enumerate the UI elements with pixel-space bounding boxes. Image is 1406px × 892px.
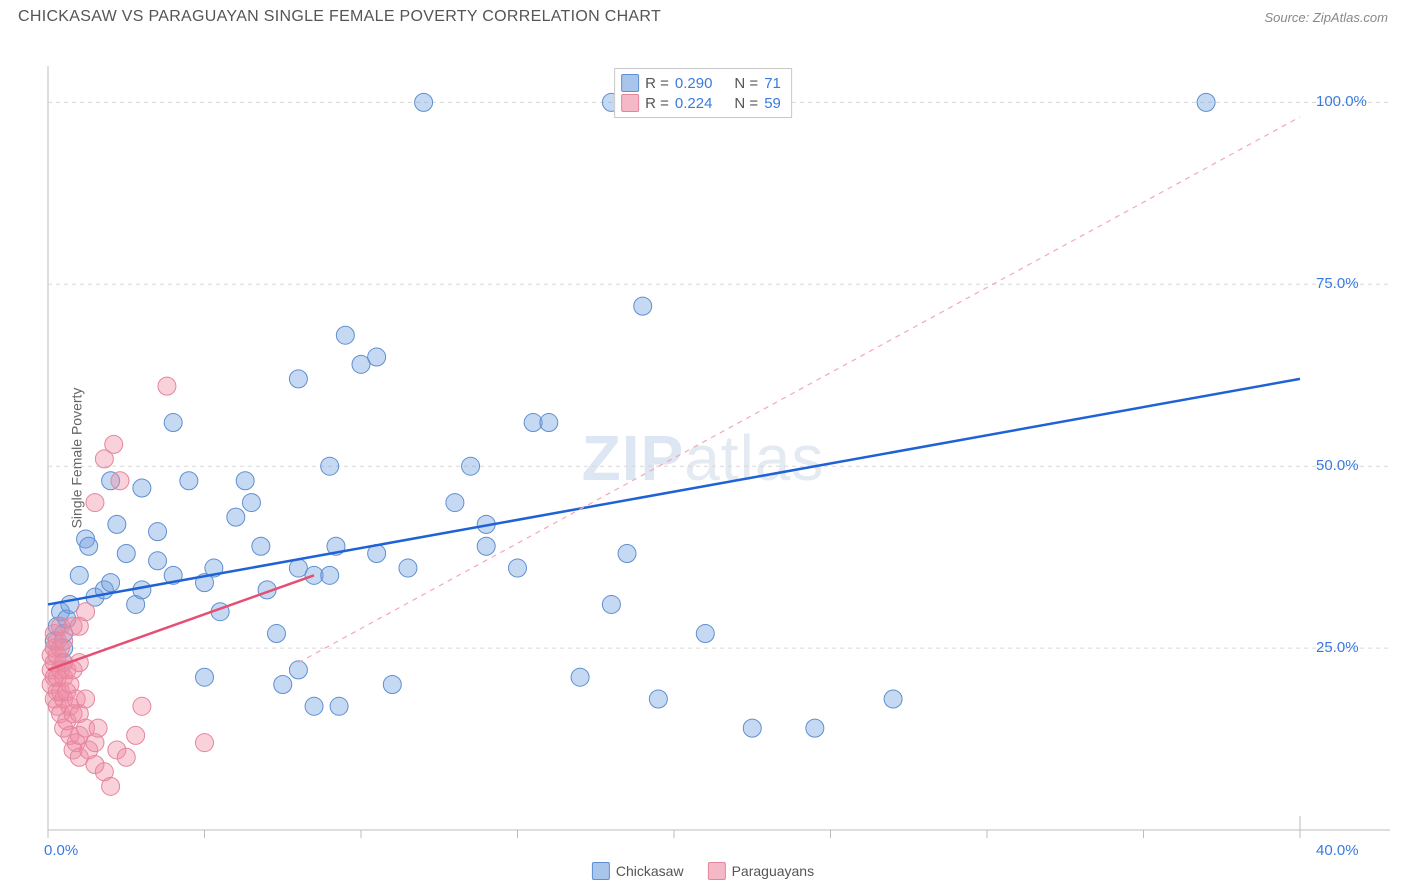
stats-row-chickasaw: R = 0.290 N = 71 bbox=[621, 73, 781, 93]
x-tick-label: 40.0% bbox=[1316, 842, 1359, 859]
stat-n-paraguayans: 59 bbox=[764, 95, 781, 112]
chart-header: CHICKASAW VS PARAGUAYAN SINGLE FEMALE PO… bbox=[0, 0, 1406, 30]
y-tick-label: 50.0% bbox=[1316, 457, 1359, 474]
y-tick-label: 75.0% bbox=[1316, 275, 1359, 292]
chart-area: Single Female Poverty ZIPatlas R = 0.290… bbox=[0, 30, 1406, 886]
stats-row-paraguayans: R = 0.224 N = 59 bbox=[621, 93, 781, 113]
chart-svg bbox=[0, 30, 1406, 886]
legend-paraguayans: Paraguayans bbox=[708, 862, 815, 880]
chart-title: CHICKASAW VS PARAGUAYAN SINGLE FEMALE PO… bbox=[18, 8, 661, 26]
x-tick-label: 0.0% bbox=[44, 842, 78, 859]
y-tick-label: 100.0% bbox=[1316, 93, 1367, 110]
stat-r-paraguayans: 0.224 bbox=[675, 95, 713, 112]
swatch-paraguayans bbox=[621, 94, 639, 112]
legend-chickasaw: Chickasaw bbox=[592, 862, 684, 880]
stat-n-chickasaw: 71 bbox=[764, 75, 781, 92]
stat-r-chickasaw: 0.290 bbox=[675, 75, 713, 92]
legend-swatch-chickasaw bbox=[592, 862, 610, 880]
legend: Chickasaw Paraguayans bbox=[592, 862, 814, 880]
swatch-chickasaw bbox=[621, 74, 639, 92]
y-tick-label: 25.0% bbox=[1316, 639, 1359, 656]
chart-source: Source: ZipAtlas.com bbox=[1264, 10, 1388, 25]
stats-box: R = 0.290 N = 71 R = 0.224 N = 59 bbox=[614, 68, 792, 118]
legend-swatch-paraguayans bbox=[708, 862, 726, 880]
